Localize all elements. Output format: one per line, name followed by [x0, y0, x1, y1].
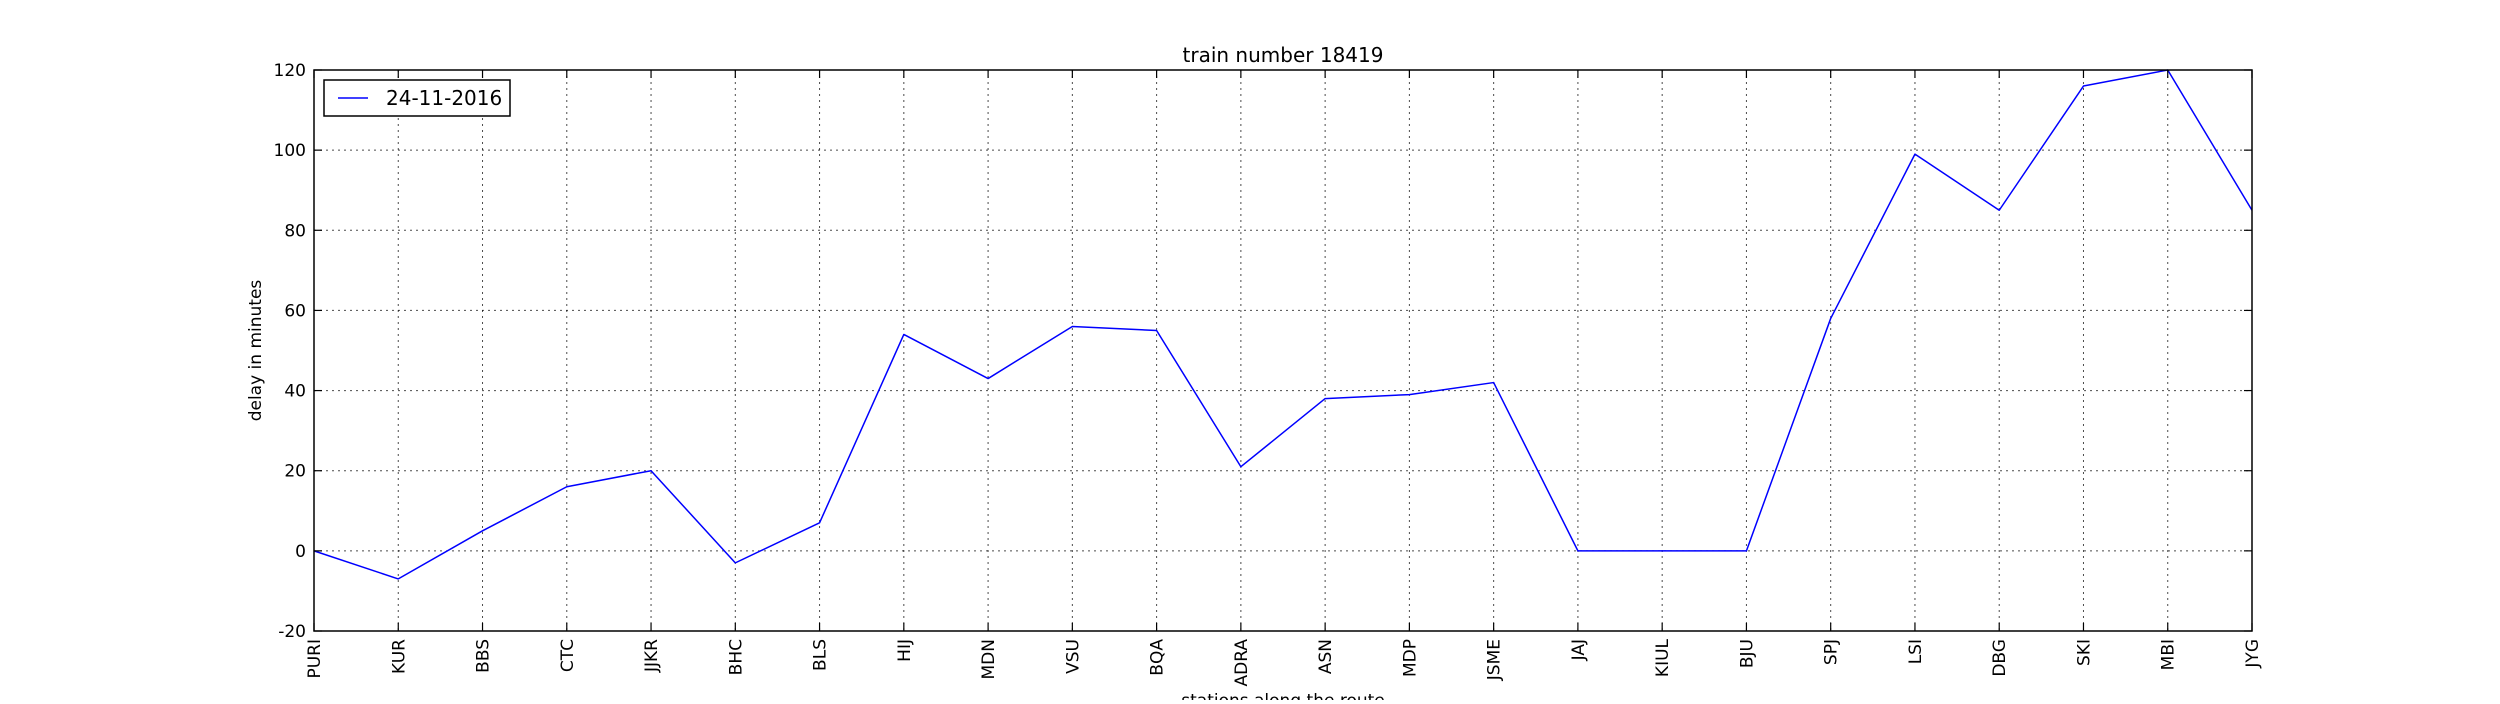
chart-title: train number 18419: [1183, 43, 1384, 67]
x-tick-label: JSME: [1485, 639, 1505, 681]
x-tick-label: BQA: [1148, 639, 1168, 676]
legend: 24-11-2016: [323, 79, 511, 117]
y-tick-label: 60: [284, 301, 306, 321]
x-tick-label: MBI: [2159, 639, 2179, 670]
y-axis-ticks: -20 0 20 40 60 80 100 120: [274, 61, 2252, 642]
series-line: [313, 69, 2253, 580]
series-layer: [313, 69, 2253, 580]
x-tick-label: JYG: [2243, 639, 2263, 669]
y-tick-label: 20: [284, 462, 306, 482]
x-tick-label: ADRA: [1232, 639, 1252, 687]
x-tick-label: SKI: [2074, 639, 2094, 666]
x-tick-label: MDP: [1400, 639, 1420, 677]
x-tick-label: LSI: [1906, 639, 1926, 664]
x-tick-label: BHC: [726, 639, 746, 675]
grid: [313, 69, 2253, 632]
y-tick-label: 120: [274, 61, 306, 81]
y-tick-label: 40: [284, 382, 306, 402]
x-tick-label: VSU: [1063, 639, 1083, 674]
x-tick-label: KIUL: [1653, 638, 1673, 677]
x-tick-label: BJU: [1737, 639, 1757, 668]
y-tick-label: 80: [284, 221, 306, 241]
x-tick-label: MDN: [979, 639, 999, 679]
x-tick-label: SPJ: [1822, 639, 1842, 665]
legend-label: 24-11-2016: [386, 86, 502, 110]
x-tick-label: KUR: [389, 639, 409, 674]
y-tick-label: 100: [274, 141, 306, 161]
y-axis-title: delay in minutes: [246, 280, 266, 422]
x-tick-label: ASN: [1316, 639, 1336, 674]
x-tick-label: PURI: [305, 639, 325, 679]
x-tick-label: HIJ: [895, 639, 915, 662]
plot-frame: [313, 69, 2253, 632]
y-tick-label: -20: [278, 622, 306, 642]
x-axis-title: stations along the route: [1181, 691, 1385, 700]
x-tick-label: JAJ: [1569, 639, 1589, 661]
y-tick-label: 0: [295, 542, 306, 562]
x-axis-ticks: PURI KUR BBS CTC JJKR BHC BLS HIJ MDN VSU BQA ADRA A…: [305, 70, 2263, 686]
x-tick-label: DBG: [1990, 639, 2010, 677]
x-tick-label: JJKR: [642, 639, 662, 673]
x-tick-label: BBS: [474, 639, 494, 673]
x-tick-label: BLS: [811, 639, 831, 671]
x-tick-label: CTC: [558, 639, 578, 672]
